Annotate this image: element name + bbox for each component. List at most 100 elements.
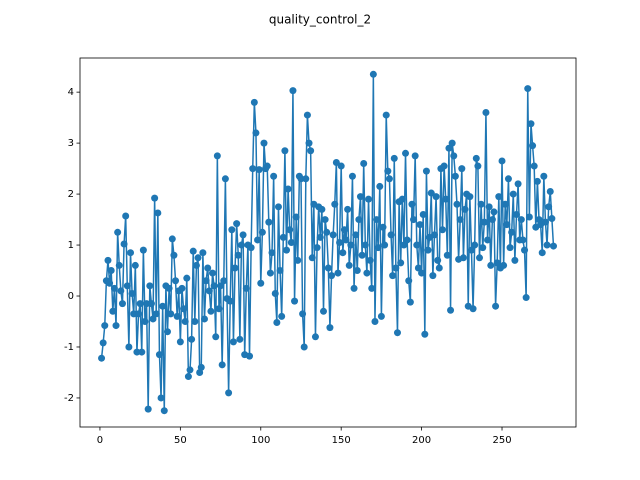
data-point (249, 165, 257, 173)
data-point (278, 312, 286, 320)
data-point (316, 233, 324, 241)
y-tick-label: -1 (64, 342, 74, 353)
data-point (144, 405, 152, 413)
data-point (511, 256, 519, 264)
data-point (151, 194, 159, 202)
data-point (154, 209, 162, 217)
data-point (225, 389, 233, 397)
data-point (506, 244, 514, 252)
data-point (414, 264, 422, 272)
data-point (178, 284, 186, 292)
data-point (360, 160, 368, 168)
data-point (492, 302, 500, 310)
data-point (176, 338, 184, 346)
data-point (229, 338, 237, 346)
data-point (207, 307, 215, 315)
data-point (549, 242, 557, 250)
data-point (194, 254, 202, 262)
data-point (398, 195, 406, 203)
data-point (189, 247, 197, 255)
data-point (456, 216, 464, 224)
data-point (213, 152, 221, 160)
data-point (379, 223, 387, 231)
data-point (377, 312, 385, 320)
data-point (348, 172, 356, 180)
data-point (191, 317, 199, 325)
data-point (533, 177, 541, 185)
data-point (371, 317, 379, 325)
data-point (319, 307, 327, 315)
data-point (458, 165, 466, 173)
data-point (302, 175, 310, 183)
data-point (263, 162, 271, 170)
data-point (543, 241, 551, 249)
data-point (530, 162, 538, 170)
data-point (311, 333, 319, 341)
data-point (163, 328, 171, 336)
data-point (143, 300, 151, 308)
data-point (402, 149, 410, 157)
data-point (419, 210, 427, 218)
data-point (300, 343, 308, 351)
data-point (160, 407, 168, 415)
data-point (342, 236, 350, 244)
data-point (217, 282, 225, 290)
data-point (186, 366, 194, 374)
data-point (334, 269, 342, 277)
data-point (188, 335, 196, 343)
y-tick-label: -2 (64, 393, 74, 404)
data-point (442, 195, 450, 203)
data-point (411, 152, 419, 160)
data-point (514, 180, 522, 188)
data-point (122, 212, 130, 220)
data-point (324, 264, 332, 272)
data-point (254, 236, 262, 244)
data-point (247, 244, 255, 252)
data-point (358, 251, 366, 259)
data-point (210, 282, 218, 290)
data-point (345, 261, 353, 269)
data-point (340, 226, 348, 234)
data-point (305, 139, 313, 147)
data-point (408, 200, 416, 208)
data-point (99, 339, 107, 347)
data-point (120, 240, 128, 248)
data-point (165, 284, 173, 292)
data-point (127, 249, 135, 257)
data-point (403, 236, 411, 244)
data-point (488, 216, 496, 224)
data-point (384, 167, 392, 175)
data-point (503, 221, 511, 229)
data-point (146, 282, 154, 290)
data-point (237, 241, 245, 249)
x-tick-label: 50 (174, 435, 187, 446)
data-point (109, 307, 117, 315)
data-point (504, 175, 512, 183)
data-point (374, 244, 382, 252)
data-point (221, 175, 229, 183)
data-point (299, 310, 307, 318)
data-point (173, 312, 181, 320)
data-point (519, 236, 527, 244)
data-point (545, 203, 553, 211)
data-point (472, 154, 480, 162)
data-point (152, 310, 160, 318)
data-point (291, 297, 299, 305)
data-point (474, 162, 482, 170)
data-point (257, 279, 265, 287)
data-point (484, 236, 492, 244)
data-point (416, 221, 424, 229)
x-tick-label: 150 (332, 435, 351, 446)
data-point (204, 264, 212, 272)
data-point (352, 231, 360, 239)
data-point (448, 139, 456, 147)
data-point (155, 351, 163, 359)
data-point (209, 269, 217, 277)
data-point (521, 246, 529, 254)
data-point (323, 228, 331, 236)
data-point (512, 210, 520, 218)
data-point (332, 158, 340, 166)
data-point (477, 200, 485, 208)
data-point (387, 231, 395, 239)
